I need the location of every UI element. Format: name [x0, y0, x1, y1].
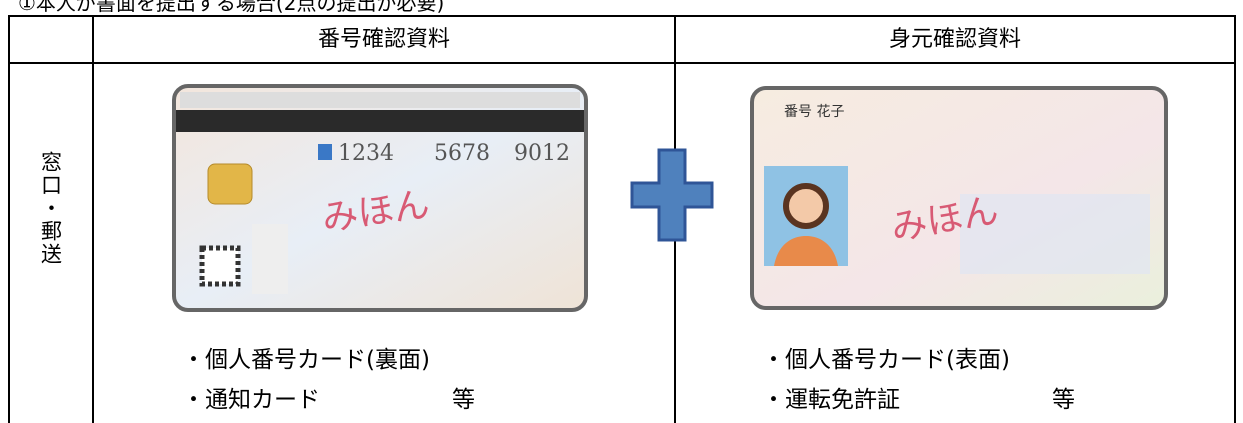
table-border — [1234, 15, 1236, 423]
table-border — [92, 15, 94, 423]
card-header — [180, 92, 580, 108]
card-number: 1234 — [338, 141, 394, 166]
qr-code — [199, 245, 241, 287]
plus-icon — [630, 148, 714, 242]
item: ・個人番号カード(表面) — [762, 347, 1010, 373]
column-heading: 番号確認資料 — [317, 27, 450, 52]
card-field — [960, 194, 1150, 274]
row-label: 窓口・郵送 — [8, 63, 93, 353]
chip — [207, 163, 253, 205]
item-etc: 等 — [1052, 387, 1075, 413]
item: ・個人番号カード(裏面) — [182, 347, 430, 373]
table-border — [8, 15, 10, 423]
row-label-text: 窓口・郵送 — [38, 150, 63, 266]
card-number: 9012 — [514, 141, 570, 166]
column-heading: 身元確認資料 — [888, 27, 1021, 52]
photo-face — [783, 183, 829, 229]
card-text-block — [252, 224, 288, 294]
table-border — [8, 62, 1235, 64]
card-front: 番号 花子 みほん — [750, 86, 1168, 310]
card-number: 5678 — [434, 141, 490, 166]
card-back: 1234 5678 9012 みほん — [172, 84, 588, 312]
card-name: 番号 花子 — [784, 104, 844, 120]
item-etc: 等 — [452, 387, 475, 413]
title: ①本人が書面を提出する場合(2点の提出が必要) — [18, 0, 445, 15]
item: ・運転免許証 — [762, 387, 900, 413]
magnetic-stripe — [176, 110, 584, 132]
photo-body — [774, 236, 838, 266]
table-border — [8, 15, 1235, 17]
item: ・通知カード — [182, 387, 320, 413]
card-icon — [318, 144, 332, 160]
